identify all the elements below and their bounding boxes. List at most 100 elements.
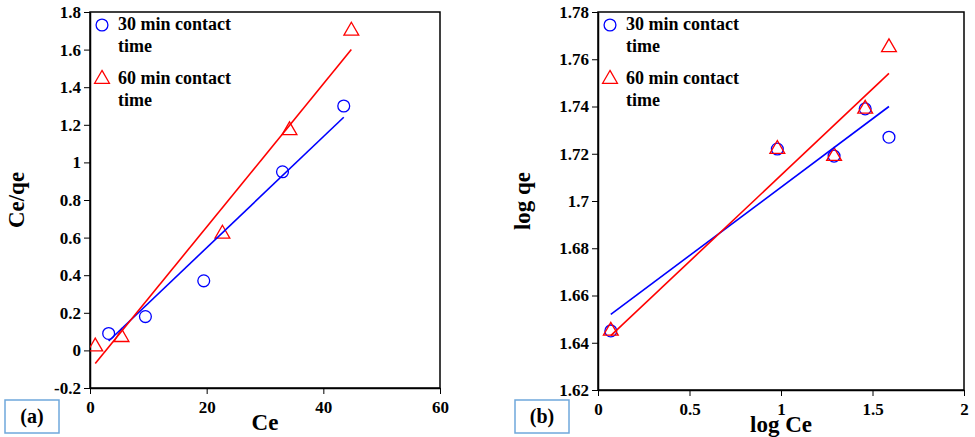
- annotation-box: [5, 400, 59, 433]
- tick: 0: [594, 390, 603, 419]
- y-axis-title: Ce/qe: [4, 172, 29, 228]
- tick-label: 0.2: [60, 304, 81, 323]
- tick: 1.78: [559, 3, 598, 22]
- x-axis-title: Ce: [252, 410, 279, 435]
- fit-line: [611, 73, 889, 335]
- tick: 1.5: [862, 390, 883, 419]
- data-point: [882, 39, 897, 52]
- fit-line: [95, 50, 351, 364]
- annotation: (b): [530, 405, 554, 428]
- legend-label: 60 min contacttime: [118, 68, 231, 110]
- tick-label: 1.2: [60, 116, 81, 135]
- fit-line: [611, 107, 889, 315]
- tick-label: 1.4: [60, 78, 82, 97]
- tick-mark: [84, 200, 90, 201]
- data-point: [344, 22, 359, 35]
- tick: 20: [199, 388, 216, 417]
- data-point: [883, 131, 895, 143]
- tick-mark: [84, 50, 90, 51]
- tick-label: 1.62: [559, 381, 589, 400]
- tick-mark: [592, 248, 598, 249]
- tick: 40: [315, 388, 332, 417]
- tick: 1.68: [559, 239, 598, 258]
- tick-mark: [207, 388, 208, 394]
- tick-label: -0.2: [54, 379, 81, 398]
- tick: 0: [73, 341, 91, 360]
- legend: 30 min contacttime60 min contacttime: [603, 14, 739, 110]
- tick-mark: [84, 388, 90, 389]
- tick-label: 1.68: [559, 239, 589, 258]
- tick: 0.2: [60, 304, 90, 323]
- tick-mark: [84, 350, 90, 351]
- tick-label: 40: [315, 398, 332, 417]
- tick-label: 1.5: [862, 400, 883, 419]
- tick-mark: [781, 390, 782, 396]
- fit-line: [109, 117, 344, 341]
- tick-label: 1.66: [559, 286, 589, 305]
- tick: 1.8: [60, 3, 90, 22]
- annotation-box: [515, 400, 569, 433]
- tick: 0.6: [60, 229, 90, 248]
- data-point: [139, 311, 151, 323]
- tick: 1.2: [60, 116, 90, 135]
- tick-mark: [690, 390, 691, 396]
- tick-mark: [84, 162, 90, 163]
- tick-label: 0: [86, 398, 95, 417]
- tick-mark: [84, 238, 90, 239]
- tick-label: 1: [73, 153, 82, 172]
- tick-mark: [84, 125, 90, 126]
- legend-label: 60 min contacttime: [626, 68, 739, 110]
- plot-area: [603, 39, 896, 337]
- tick-mark: [592, 296, 598, 297]
- tick-label: 1.74: [559, 97, 589, 116]
- legend-label: 30 min contacttime: [118, 14, 231, 56]
- tick: 0.5: [679, 390, 700, 419]
- tick-label: 1.76: [559, 50, 589, 69]
- tick-label: 0.6: [60, 229, 81, 248]
- tick: 1.76: [559, 50, 598, 69]
- data-point: [858, 100, 873, 113]
- tick: 0.4: [60, 266, 90, 285]
- tick-mark: [84, 313, 90, 314]
- chart-panel: 00.511.521.621.641.661.681.71.721.741.76…: [510, 3, 969, 437]
- tick: 1.62: [559, 381, 598, 400]
- tick-mark: [592, 107, 598, 108]
- tick: 2: [960, 390, 969, 419]
- data-point: [198, 275, 210, 287]
- tick-label: 1.7: [568, 192, 590, 211]
- legend-marker: [604, 19, 616, 31]
- tick-label: 0.8: [60, 191, 81, 210]
- y-axis-title: log qe: [510, 172, 535, 230]
- tick: 1.66: [559, 286, 598, 305]
- tick: 0: [86, 388, 95, 417]
- tick: -0.2: [54, 379, 90, 398]
- tick-mark: [592, 201, 598, 202]
- tick: 1: [73, 153, 91, 172]
- plot-frame: [598, 12, 964, 390]
- tick: 1.7: [568, 192, 598, 211]
- legend: 30 min contacttime 60 min contacttime: [95, 14, 231, 110]
- tick-label: 2: [960, 400, 969, 419]
- y-axis: -0.2 0 0.2 0.4 0.6 0.8 1 1.2 1.4 1.6 1.8: [54, 3, 90, 398]
- tick-label: 1.64: [559, 334, 589, 353]
- tick: 1.6: [60, 41, 90, 60]
- x-axis-title: log Ce: [750, 412, 812, 437]
- tick-label: 0.5: [679, 400, 700, 419]
- tick-label: 0: [594, 400, 603, 419]
- chart-panel: 0 20 40 60 -0.2 0 0.2 0.4 0.6 0.8 1 1.2 1.4 1.6 1.8 Ce C…: [4, 3, 449, 435]
- legend-marker: [603, 70, 618, 83]
- tick: 60: [432, 388, 449, 417]
- tick-label: 1.8: [60, 3, 81, 22]
- data-point: [770, 140, 785, 153]
- tick-mark: [440, 388, 441, 394]
- data-point: [338, 100, 350, 112]
- plot-frame: [90, 12, 440, 388]
- tick-mark: [323, 388, 324, 394]
- data-point: [827, 148, 842, 161]
- axis-line: [91, 388, 441, 390]
- data-point: [90, 338, 103, 351]
- annotation: (a): [20, 405, 43, 428]
- tick-label: 1.72: [559, 145, 589, 164]
- tick: 1.64: [559, 334, 598, 353]
- tick-label: 1.6: [60, 41, 81, 60]
